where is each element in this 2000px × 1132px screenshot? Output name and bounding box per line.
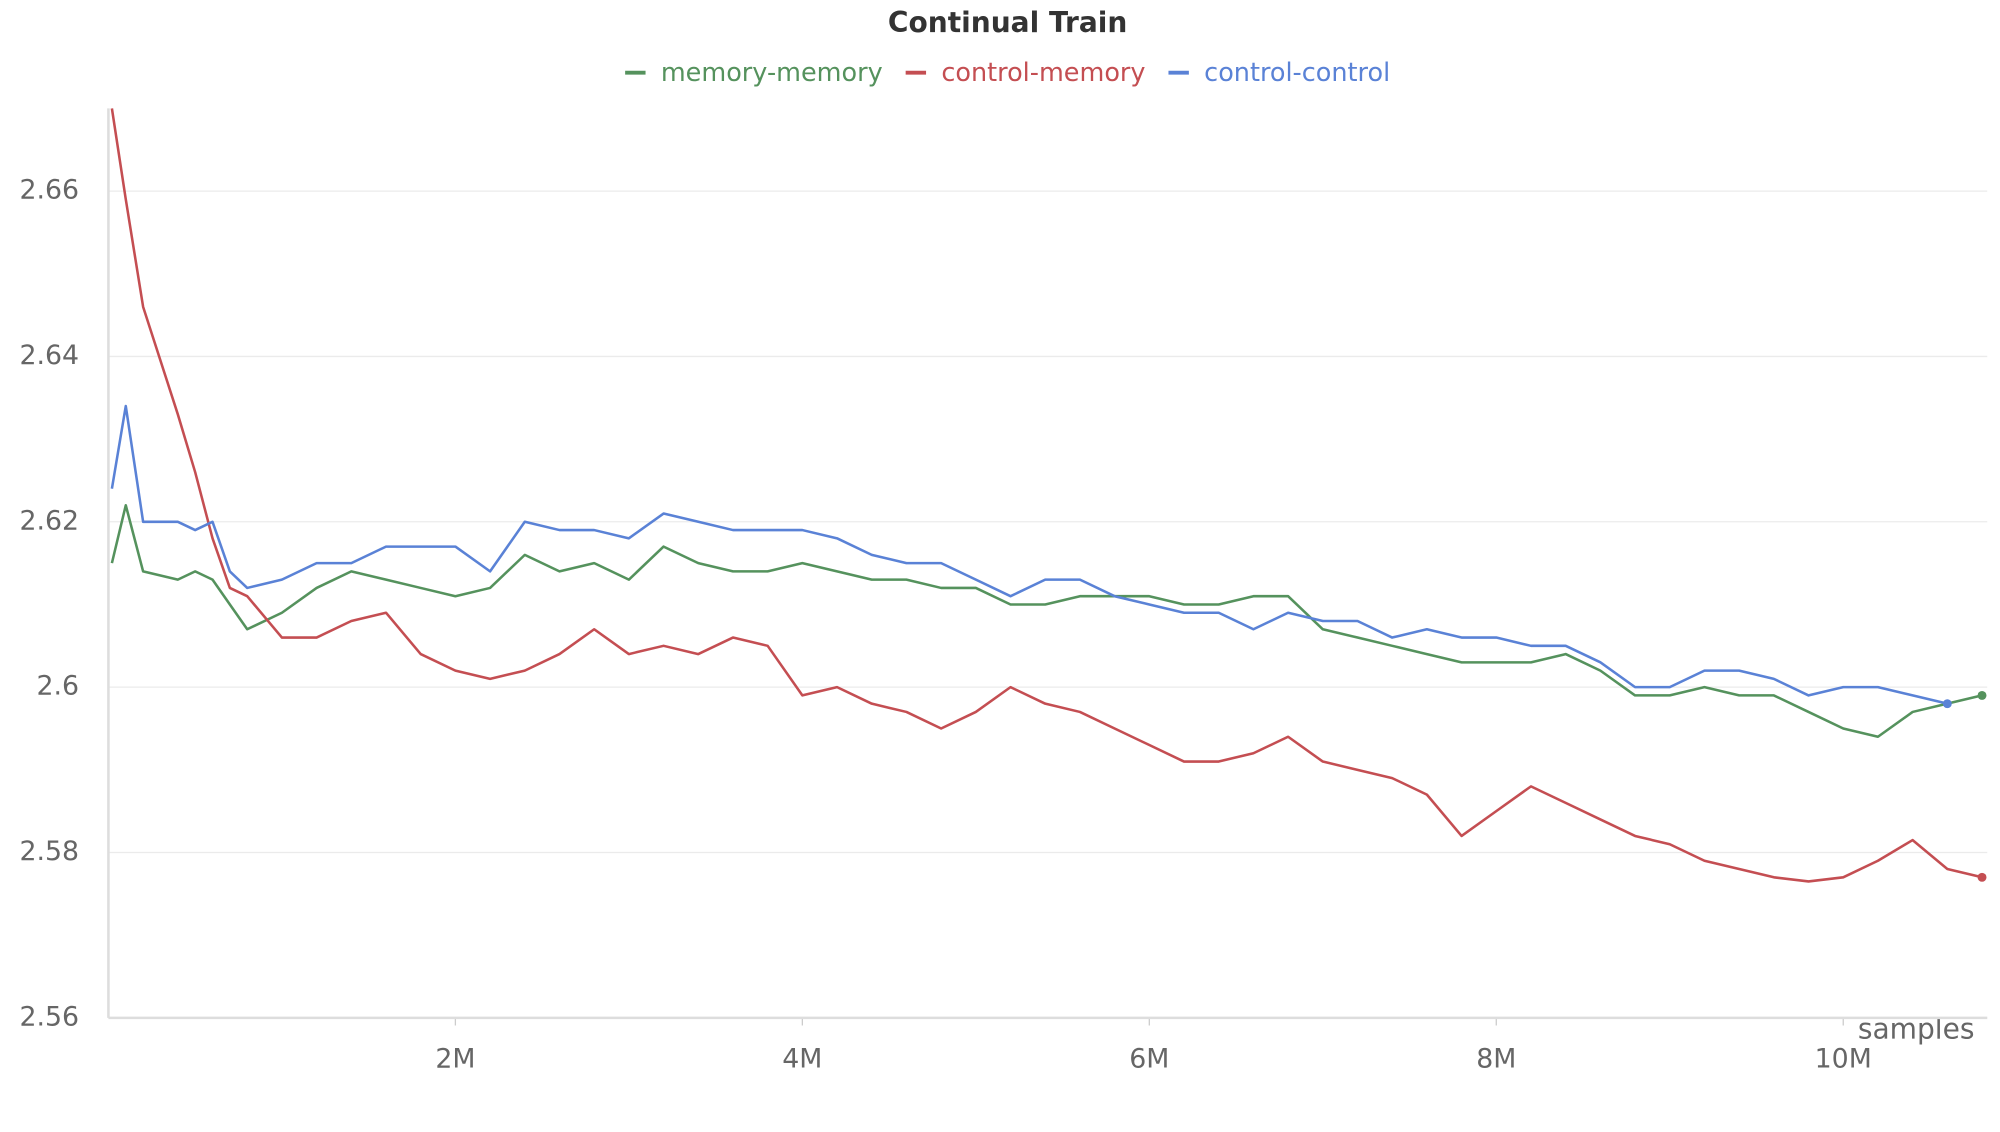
- y-tick-label: 2.64: [19, 340, 79, 371]
- y-tick-label: 2.56: [19, 1001, 79, 1032]
- series-line: [110, 404, 1948, 705]
- x-tick-label: 10M: [1815, 1043, 1872, 1074]
- y-tick-label: 2.6: [37, 671, 80, 702]
- series-endpoint: [1942, 699, 1952, 709]
- x-tick-label: 8M: [1476, 1043, 1516, 1074]
- x-tick-label: 4M: [782, 1043, 822, 1074]
- chart-title: Continual Train: [888, 6, 1127, 39]
- legend-label: control-memory: [941, 58, 1145, 88]
- series-line: [110, 108, 1983, 883]
- legend-label: memory-memory: [661, 58, 883, 88]
- legend-label: control-control: [1204, 58, 1390, 88]
- y-tick-label: 2.62: [19, 505, 79, 536]
- x-tick-label: 6M: [1129, 1043, 1169, 1074]
- legend: memory-memory control-memory control-contr…: [625, 58, 1390, 88]
- series-line: [110, 503, 1983, 739]
- y-tick-label: 2.66: [19, 175, 79, 206]
- series-endpoint: [1977, 690, 1987, 700]
- x-tick-label: 2M: [435, 1043, 475, 1074]
- series-endpoint: [1977, 872, 1987, 882]
- y-tick-label: 2.58: [19, 836, 79, 867]
